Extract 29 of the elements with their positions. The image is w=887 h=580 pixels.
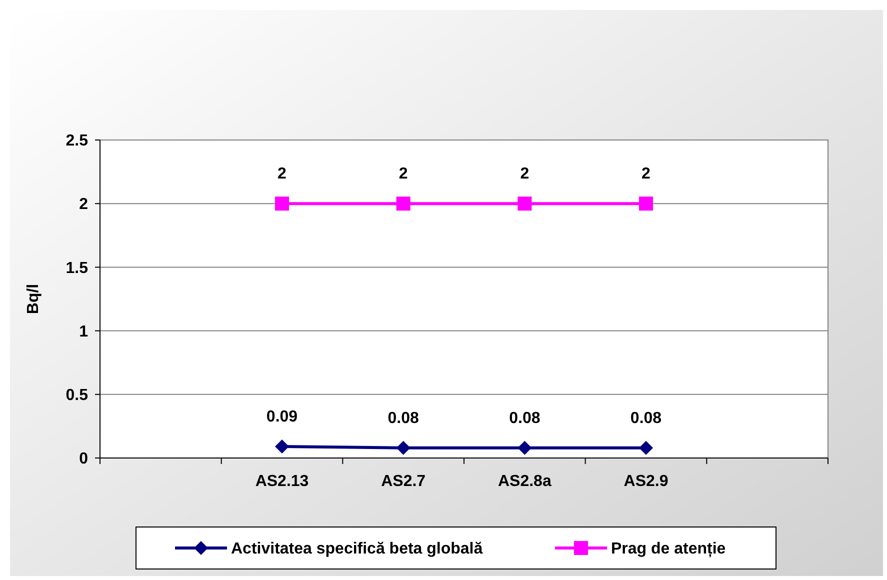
y-tick-label: 0.5: [66, 387, 88, 404]
point: [396, 196, 410, 211]
data-label: 2: [642, 166, 651, 183]
legend-label: Prag de atenție: [611, 540, 726, 558]
point: [639, 440, 653, 455]
data-label: 0.08: [388, 410, 420, 427]
point: [396, 440, 410, 455]
y-axis-title: Bq/l: [25, 284, 42, 314]
y-tick-label: 1: [79, 323, 88, 340]
y-tick-label: 1.5: [66, 260, 88, 277]
x-tick-label: AS2.9: [624, 473, 668, 490]
point: [275, 196, 289, 211]
data-label: 0.08: [509, 410, 540, 427]
x-tick-label: AS2.8a: [498, 473, 552, 490]
legend-label: Activitatea specifică beta globală: [231, 540, 483, 558]
data-label: 0.08: [630, 410, 662, 427]
point: [518, 440, 532, 455]
x-tick-label: AS2.13: [255, 473, 309, 490]
y-tick-label: 2.5: [66, 132, 88, 150]
y-tick-label: 2: [79, 196, 88, 214]
data-label: 2: [520, 166, 530, 183]
data-label: 2: [398, 166, 408, 183]
x-tick-label: AS2.7: [381, 473, 426, 490]
point: [639, 196, 653, 211]
y-tick-label: 0: [79, 450, 88, 468]
data-label: 2: [278, 166, 287, 183]
point: [518, 196, 532, 211]
point: [275, 440, 289, 454]
data-label: 0.09: [266, 408, 298, 426]
